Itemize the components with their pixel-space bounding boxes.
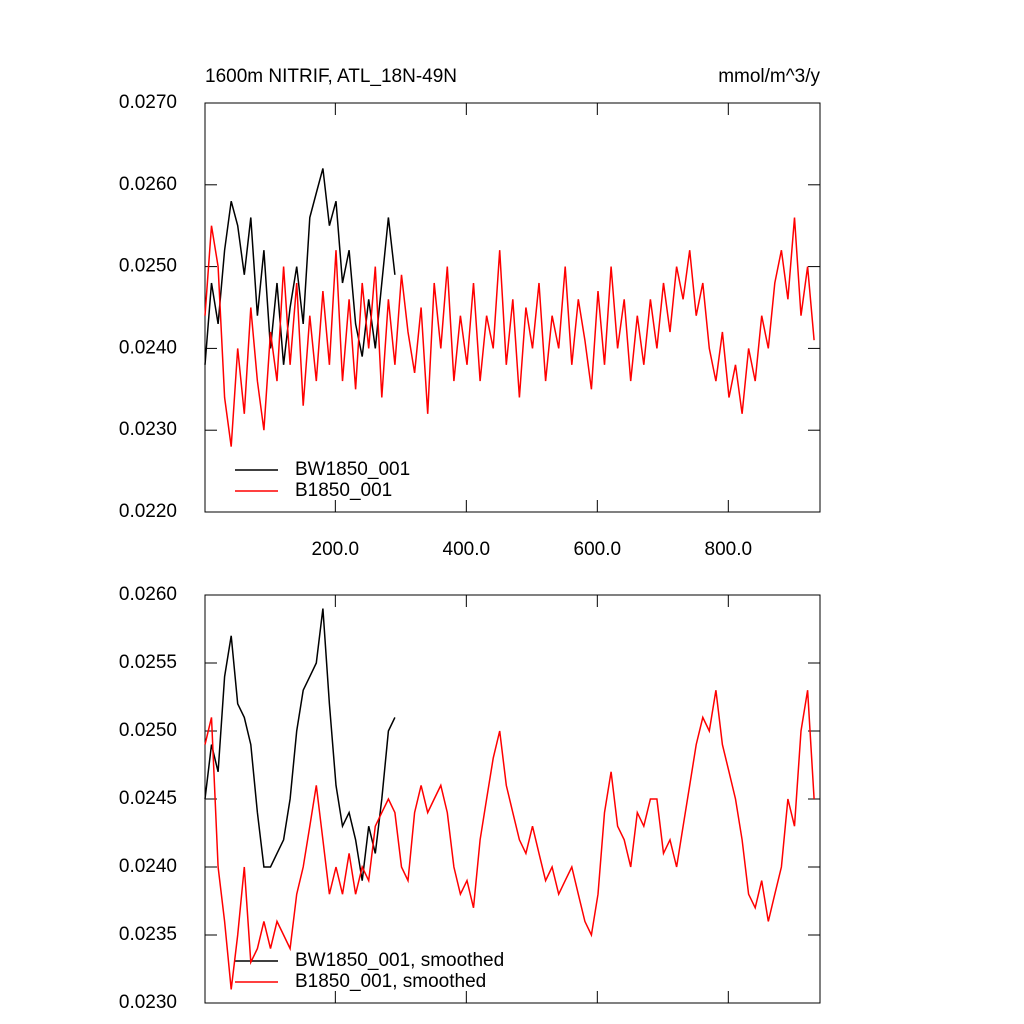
- y-tick-label: 0.0260: [119, 584, 177, 605]
- y-tick-label: 0.0220: [119, 501, 177, 522]
- y-tick-label: 0.0230: [119, 419, 177, 440]
- y-tick-label: 0.0250: [119, 256, 177, 277]
- data-line: [204, 608, 396, 881]
- units-label: mmol/m^3/y: [718, 66, 820, 87]
- legend-label: B1850_001, smoothed: [295, 971, 486, 992]
- y-tick-label: 0.0260: [119, 174, 177, 195]
- x-tick-label: 200.0: [312, 539, 360, 560]
- y-tick-label: 0.0245: [119, 788, 177, 809]
- legend-label: BW1850_001, smoothed: [295, 950, 504, 971]
- y-tick-label: 0.0240: [119, 856, 177, 877]
- plot-frame: [204, 594, 821, 1004]
- y-tick-label: 0.0255: [119, 652, 177, 673]
- y-tick-label: 0.0250: [119, 720, 177, 741]
- x-tick-label: 400.0: [443, 539, 491, 560]
- legend-label: B1850_001: [295, 480, 392, 501]
- x-tick-label: 600.0: [574, 539, 622, 560]
- legend-label: BW1850_001: [295, 459, 410, 480]
- y-tick-label: 0.0230: [119, 992, 177, 1013]
- y-tick-label: 0.0235: [119, 924, 177, 945]
- data-line: [204, 217, 815, 447]
- y-tick-label: 0.0240: [119, 337, 177, 358]
- data-line: [204, 168, 396, 365]
- data-line: [204, 690, 815, 990]
- chart-title: 1600m NITRIF, ATL_18N-49N: [205, 66, 457, 87]
- y-tick-label: 0.0270: [119, 92, 177, 113]
- x-tick-label: 800.0: [705, 539, 753, 560]
